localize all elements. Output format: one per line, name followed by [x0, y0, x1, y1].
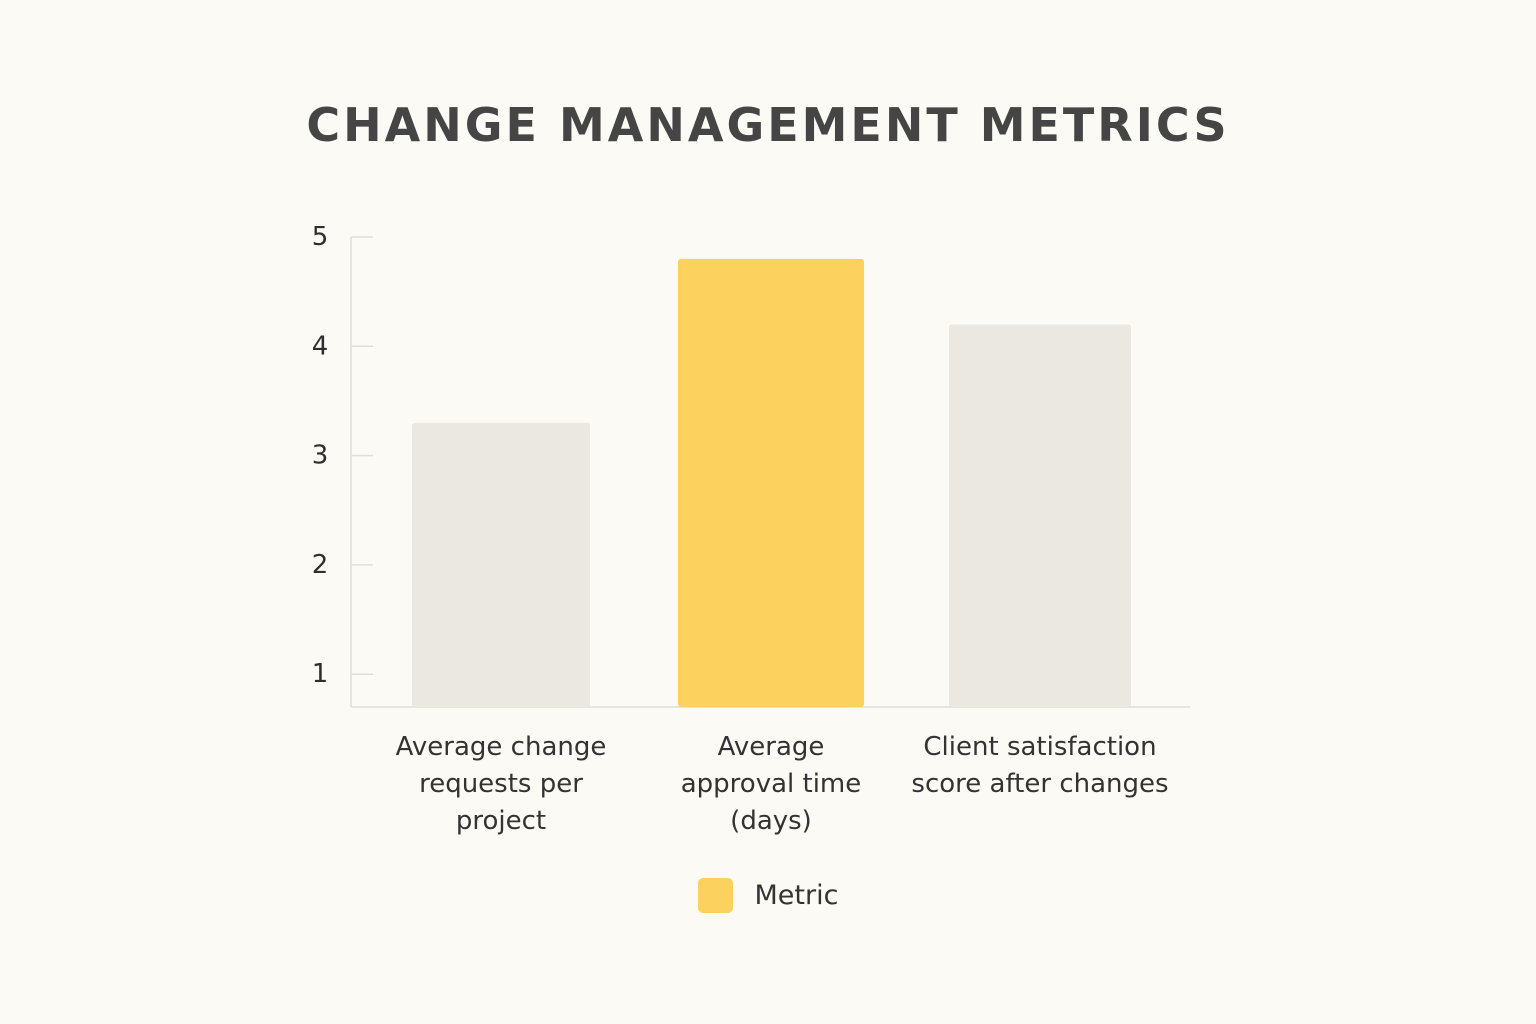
x-category-label-1: Average change requests per project: [396, 732, 607, 836]
bar-1: [412, 422, 590, 707]
legend-swatch: [697, 878, 733, 913]
y-tick-label: 2: [312, 550, 329, 580]
y-tick-label: 4: [312, 331, 329, 361]
chart-title: CHANGE MANAGEMENT METRICS: [306, 98, 1230, 152]
x-axis-category-labels: Average change requests per project Average…: [396, 732, 1169, 836]
y-tick-label: 1: [312, 659, 329, 689]
legend-label: Metric: [754, 880, 839, 911]
y-axis-ticks: 1 2 3 4 5: [312, 222, 373, 689]
legend: Metric: [0, 878, 1536, 913]
bars: [412, 258, 1131, 707]
y-tick-label: 5: [312, 222, 329, 252]
y-tick-label: 3: [312, 441, 329, 471]
bar-3: [949, 324, 1131, 707]
x-category-label-3: Client satisfaction score after changes: [911, 732, 1168, 799]
bar-2: [678, 258, 864, 707]
x-category-label-2: Average approval time (days): [681, 732, 862, 836]
